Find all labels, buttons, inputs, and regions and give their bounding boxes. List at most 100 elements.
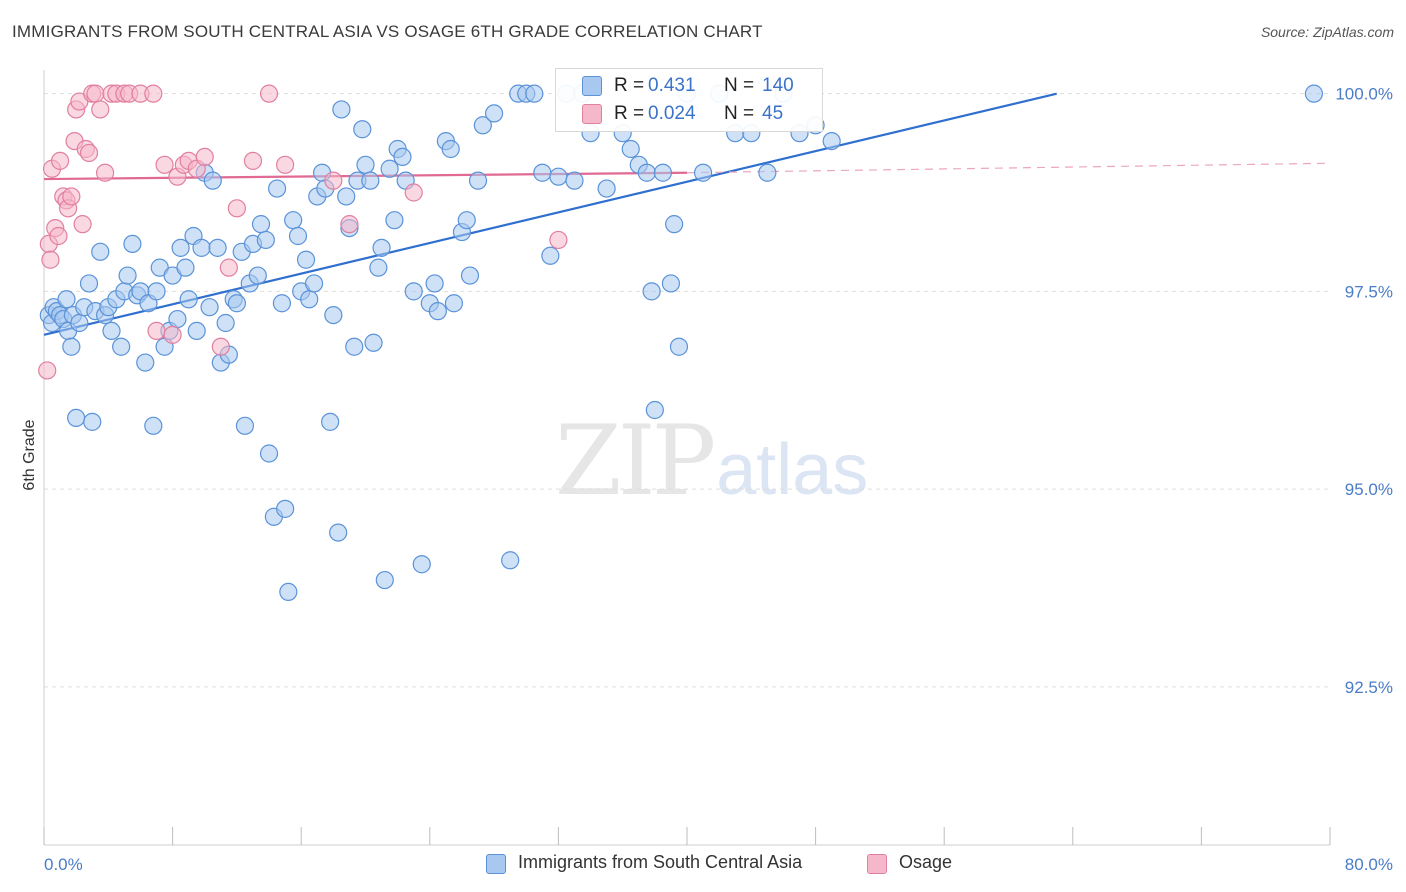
n-key: N = [724,75,755,96]
watermark-atlas: atlas [716,430,869,510]
osage-point [404,183,423,202]
osage-point [243,151,263,170]
immigrants-point [565,171,584,190]
osage-point [219,258,238,277]
immigrants-point [200,298,219,317]
immigrants-point [642,282,661,301]
r-key: R = [614,103,645,124]
immigrants-point [468,171,488,190]
immigrants-point [425,274,444,293]
immigrants-point [364,333,383,352]
immigrants-point [444,294,464,313]
immigrants-point [267,179,287,198]
immigrants-point [822,131,841,151]
immigrants-point [457,211,476,230]
osage-point [38,361,57,380]
r-key: R = [614,75,645,96]
n-value: 45 [762,103,784,124]
immigrants-point [501,551,520,570]
immigrants-point [304,274,324,293]
axes [43,70,1331,846]
immigrants-point [276,499,295,518]
x-tick-label: 80.0% [1345,855,1393,874]
osage-point [259,84,279,103]
y-axis-label: 6th Grade [21,419,38,490]
immigrants-point [1304,84,1324,103]
immigrants-trend-line [43,92,1057,336]
immigrants-point [296,250,316,269]
immigrants-point [321,412,340,431]
immigrants-point [637,163,656,182]
immigrants-point [460,266,480,285]
immigrants-point [62,337,81,356]
immigrants-label: Immigrants from South Central Asia [518,852,803,872]
immigrants-point [597,179,616,198]
immigrants-point [288,226,308,246]
immigrants-point [279,582,298,602]
immigrants-point [203,171,222,190]
immigrants-point [300,290,319,309]
immigrants-point [284,211,303,230]
immigrants-point [353,120,372,139]
immigrants-point [248,266,267,285]
osage-point [227,199,246,218]
series-1-swatch [582,76,602,96]
immigrants-point [361,171,380,190]
immigrants-point [356,155,375,174]
osage-point [163,325,182,344]
immigrants-point [216,313,235,333]
immigrants-point [621,139,640,159]
osage-point [155,155,174,174]
immigrants-point [412,555,431,574]
osage-swatch [867,854,887,874]
immigrants-point [168,309,187,329]
immigrants-point [337,187,356,206]
osage-point [276,155,295,174]
immigrants-point [473,116,492,135]
osage-point [41,250,60,269]
immigrants-point [136,353,155,372]
immigrants-point [549,167,568,186]
osage-point [79,143,99,163]
immigrants-point [79,274,99,293]
immigrants-point [372,238,391,257]
immigrants-point [332,100,351,119]
immigrants-point [441,139,460,159]
legend-row-series-2: R = 0.024 N = 45 [556,101,822,127]
immigrants-point [67,408,86,428]
immigrants-point [251,215,271,234]
immigrants-point [272,294,292,313]
osage-point [340,215,359,234]
osage-point [549,230,568,250]
immigrants-point [661,274,681,293]
osage-point [144,84,163,103]
immigrants-point [235,416,255,435]
n-value: 140 [762,75,794,96]
r-value: 0.431 [648,75,696,96]
immigrants-point [70,313,89,333]
immigrants-point [369,258,388,277]
r-value: 0.024 [648,103,696,124]
immigrants-point [329,523,348,542]
osage-point [86,84,105,103]
axis-labels: 92.5% 95.0% 97.5% 100.0% 0.0% 80.0% 6th Grade [21,85,1393,874]
immigrants-point [259,444,279,463]
watermark: ZIPatlas [555,405,868,517]
immigrants-point [179,290,198,309]
osage-trend-extension [686,162,1331,174]
immigrants-point [525,84,544,103]
series-2-swatch [582,104,602,124]
osage-point [62,187,81,206]
immigrants-swatch [486,854,506,874]
y-tick-label: 100.0% [1335,85,1393,104]
osage-point [91,100,110,119]
immigrants-point [118,266,137,285]
immigrants-point [380,159,399,178]
immigrants-point [192,238,211,257]
osage-point [49,226,68,246]
immigrants-point [171,238,190,257]
immigrants-point [758,163,777,182]
osage-point [50,151,70,170]
n-key: N = [724,103,755,124]
